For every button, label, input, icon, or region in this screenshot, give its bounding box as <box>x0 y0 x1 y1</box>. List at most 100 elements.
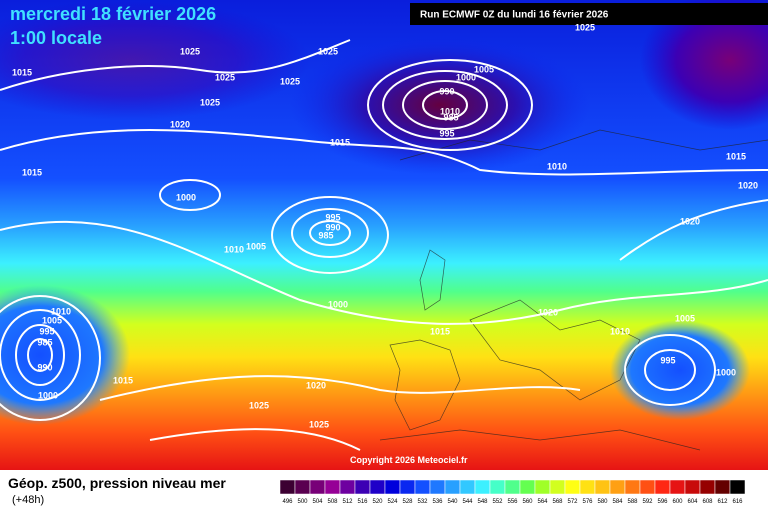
isobar-label: 1025 <box>215 72 235 82</box>
colorbar-label: 540 <box>447 499 458 505</box>
colorbar-label: 504 <box>312 499 323 505</box>
isobar-label: 1010 <box>610 326 630 336</box>
colorbar-swatch <box>669 479 686 495</box>
isobar-label: 1005 <box>675 313 695 323</box>
low-field <box>610 320 750 420</box>
colorbar-label: 592 <box>642 499 653 505</box>
colorbar-swatch <box>699 479 716 495</box>
colorbar-label: 560 <box>522 499 533 505</box>
colorbar-label: 544 <box>462 499 473 505</box>
colorbar-label: 500 <box>297 499 308 505</box>
footer-title: Géop. z500, pression niveau mer <box>8 475 226 491</box>
isobar-label: 1010 <box>547 161 567 171</box>
isobar-label: 990 <box>37 362 52 372</box>
colorbar-swatch <box>639 479 656 495</box>
colorbar-swatch <box>609 479 626 495</box>
colorbar-swatch <box>579 479 596 495</box>
colorbar-label: 564 <box>537 499 548 505</box>
colorbar-swatch <box>504 479 521 495</box>
colorbar-label: 536 <box>432 499 443 505</box>
colorbar-label: 608 <box>702 499 713 505</box>
isobar-label: 995 <box>325 212 340 222</box>
colorbar-swatch <box>459 479 476 495</box>
isobar-label: 1015 <box>113 375 133 385</box>
isobar-label: 1025 <box>249 400 269 410</box>
isobar-label: 1025 <box>280 76 300 86</box>
colorbar-swatch <box>729 479 746 495</box>
colorbar-swatch <box>474 479 491 495</box>
time: 1:00 locale <box>10 28 102 48</box>
colorbar-swatch <box>444 479 461 495</box>
colorbar-swatch <box>384 479 401 495</box>
colorbar-label: 596 <box>657 499 668 505</box>
isobars <box>0 39 768 451</box>
colorbar-swatch <box>369 479 386 495</box>
high-field <box>640 0 768 130</box>
colorbar-label: 548 <box>477 499 488 505</box>
colorbar-label: 528 <box>402 499 413 505</box>
run-info: Run ECMWF 0Z du lundi 16 février 2026 <box>420 10 609 21</box>
isobar-label: 1015 <box>726 151 746 161</box>
isobar-label: 1010 <box>440 106 460 116</box>
isobar-label: 985 <box>37 337 52 347</box>
colorbar-swatch <box>519 479 536 495</box>
isobar-label: 1015 <box>330 137 350 147</box>
colorbar-swatch <box>624 479 641 495</box>
colorbar-label: 524 <box>387 499 398 505</box>
colorbar-swatch <box>354 479 371 495</box>
colorbar-swatch <box>564 479 581 495</box>
colorbar-label: 576 <box>582 499 593 505</box>
colorbar-swatch <box>594 479 611 495</box>
date: mercredi 18 février 2026 <box>10 4 216 24</box>
isobar-label: 1005 <box>42 315 62 325</box>
isobar-label: 1025 <box>309 419 329 429</box>
colorbar-label: 612 <box>717 499 728 505</box>
colorbar-label: 552 <box>492 499 503 505</box>
isobar-label: 1015 <box>22 167 42 177</box>
isobar-label: 1020 <box>170 119 190 129</box>
colorbar: 496 500 504 508 512 516 520 524 528 532 536 540 544 5… <box>279 479 746 505</box>
colorbar-swatch <box>534 479 551 495</box>
colorbar-swatch <box>684 479 701 495</box>
isobar-label: 1020 <box>738 180 758 190</box>
colorbar-swatch <box>429 479 446 495</box>
colorbar-swatch <box>654 479 671 495</box>
isobar-label: 1000 <box>456 72 476 82</box>
colorbar-label: 508 <box>327 499 338 505</box>
run-banner <box>410 3 768 25</box>
isobar-label: 1010 <box>224 244 244 254</box>
isobar-label: 990 <box>439 86 454 96</box>
isobar-label: 1015 <box>12 67 32 77</box>
isobar-label: 985 <box>318 230 333 240</box>
isobar-label: 985 <box>443 112 458 122</box>
colorbar-swatch <box>309 479 326 495</box>
low-field <box>290 35 590 175</box>
isobar-label: 1010 <box>51 306 71 316</box>
colorbar-label: 532 <box>417 499 428 505</box>
colorbar-label: 580 <box>597 499 608 505</box>
colorbar-label: 568 <box>552 499 563 505</box>
colorbar-label: 512 <box>342 499 353 505</box>
colorbar-swatch <box>399 479 416 495</box>
colorbar-label: 616 <box>732 499 743 505</box>
cold-field <box>0 0 310 120</box>
isobar-label: 1015 <box>430 326 450 336</box>
isobar-label: 1025 <box>200 97 220 107</box>
isobar-label: 1005 <box>246 241 266 251</box>
isobar-label: 1000 <box>176 192 196 202</box>
colorbar-label: 496 <box>282 499 293 505</box>
colorbar-label: 600 <box>672 499 683 505</box>
isobar-label: 990 <box>325 222 340 232</box>
lead-time: (+48h) <box>12 494 44 506</box>
isobar-label: 1020 <box>538 307 558 317</box>
isobar-label: 995 <box>39 326 54 336</box>
colorbar-swatch <box>714 479 731 495</box>
isobar-label: 1025 <box>180 46 200 56</box>
isobar-label: 1000 <box>328 299 348 309</box>
isobar-label: 1005 <box>474 64 494 74</box>
colorbar-label: 572 <box>567 499 578 505</box>
colorbar-swatch <box>414 479 431 495</box>
colorbar-swatch <box>339 479 356 495</box>
isobar-labels: 1025 1025 1025 1025 1025 1025 1015 1015 1015 1015… <box>12 22 758 429</box>
colorbar-label: 588 <box>627 499 638 505</box>
